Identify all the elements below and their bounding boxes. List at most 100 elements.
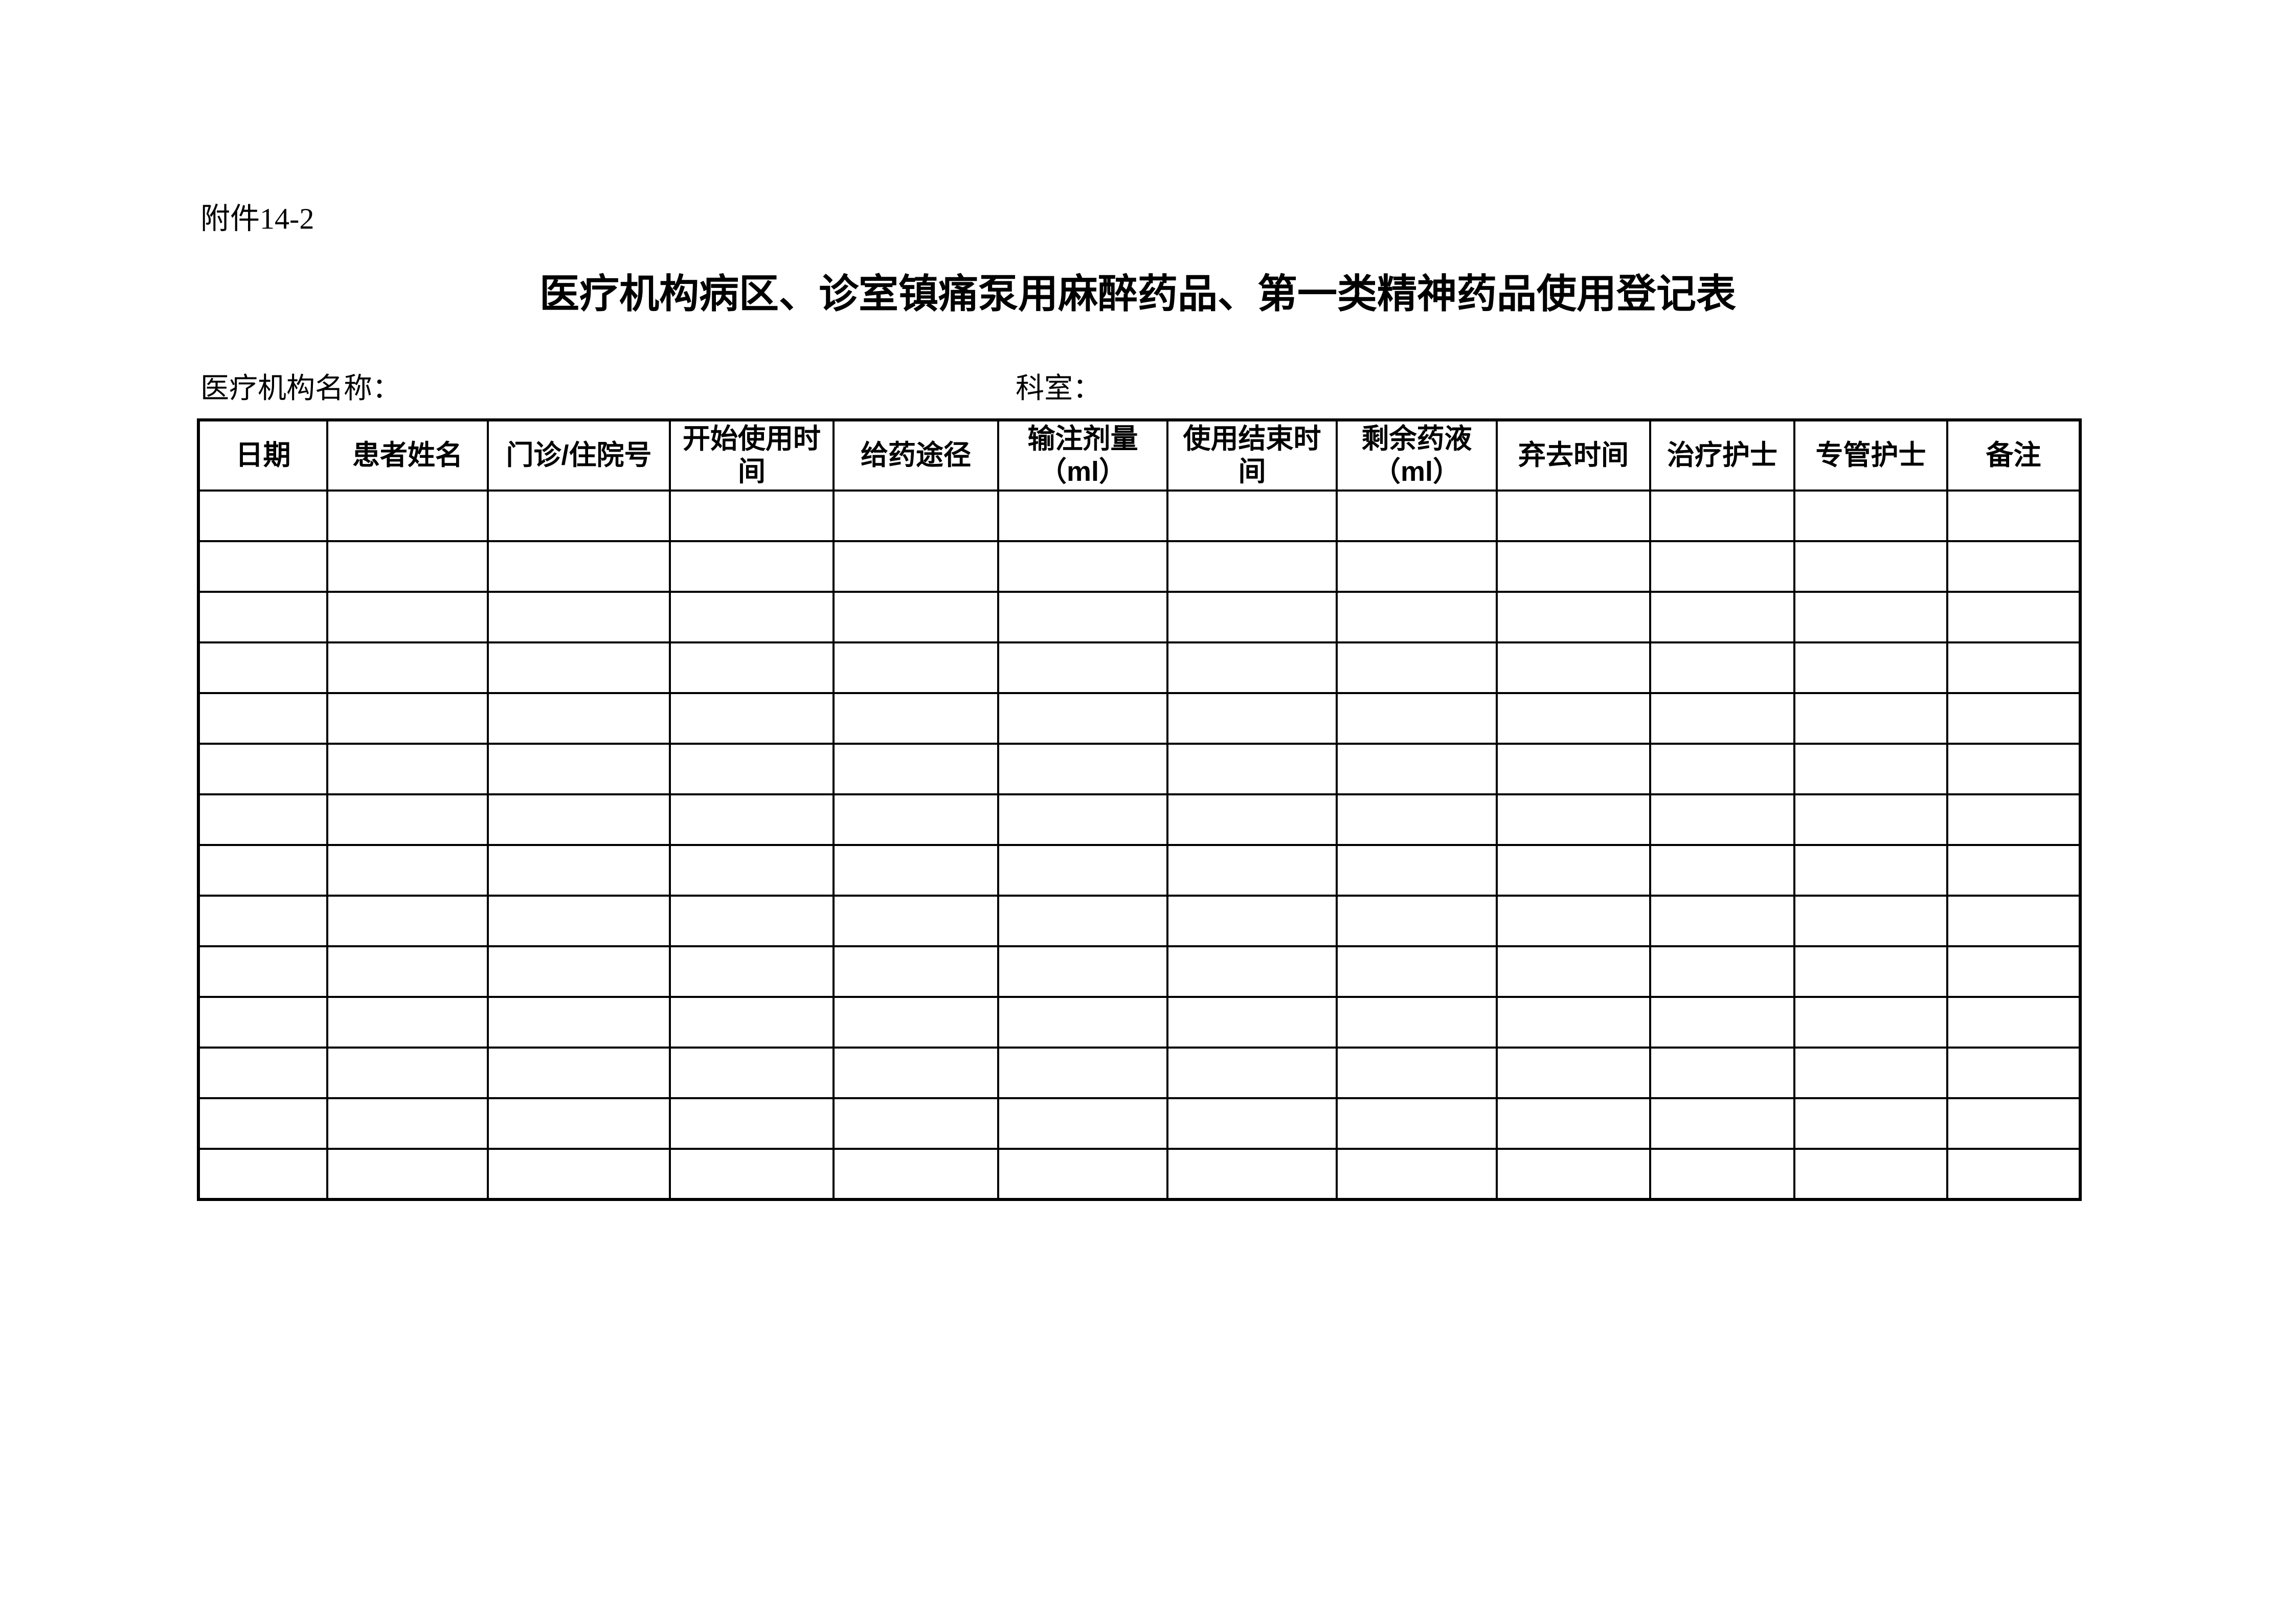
empty-cell xyxy=(1336,540,1498,593)
empty-cell xyxy=(832,692,999,745)
empty-cell xyxy=(669,743,835,795)
meta-row: 医疗机构名称： 科室： xyxy=(197,365,2079,406)
empty-cell xyxy=(997,945,1168,998)
empty-cell xyxy=(487,743,671,795)
empty-cell xyxy=(197,844,328,897)
empty-cell xyxy=(832,1148,999,1200)
empty-cell xyxy=(487,996,671,1049)
empty-cell xyxy=(1793,1148,1948,1200)
empty-cell xyxy=(832,844,999,897)
empty-cell xyxy=(1649,641,1795,694)
empty-cell xyxy=(997,996,1168,1049)
empty-cell xyxy=(1649,945,1795,998)
empty-cell xyxy=(326,945,489,998)
table-row xyxy=(197,641,2081,694)
empty-cell xyxy=(487,1097,671,1150)
empty-cell xyxy=(1793,743,1948,795)
empty-cell xyxy=(832,945,999,998)
empty-cell xyxy=(997,793,1168,846)
empty-cell xyxy=(197,1047,328,1099)
empty-cell xyxy=(1793,844,1948,897)
empty-cell xyxy=(1649,540,1795,593)
empty-cell xyxy=(669,1047,835,1099)
empty-cell xyxy=(487,591,671,643)
empty-cell xyxy=(1946,844,2081,897)
empty-cell xyxy=(669,641,835,694)
empty-cell xyxy=(1166,895,1338,947)
empty-cell xyxy=(1496,490,1651,542)
empty-cell xyxy=(197,490,328,542)
empty-cell xyxy=(326,793,489,846)
empty-cell xyxy=(487,793,671,846)
empty-cell xyxy=(669,844,835,897)
empty-cell xyxy=(1946,996,2081,1049)
column-header-charge-nurse: 专管护士 xyxy=(1793,419,1948,492)
empty-cell xyxy=(1793,641,1948,694)
empty-cell xyxy=(326,1097,489,1150)
table-row xyxy=(197,895,2081,947)
empty-cell xyxy=(1496,540,1651,593)
empty-cell xyxy=(1166,1148,1338,1200)
empty-cell xyxy=(1166,540,1338,593)
empty-cell xyxy=(832,895,999,947)
empty-cell xyxy=(1946,1097,2081,1150)
column-header-date: 日期 xyxy=(197,419,328,492)
empty-cell xyxy=(326,743,489,795)
empty-cell xyxy=(832,591,999,643)
empty-cell xyxy=(1166,793,1338,846)
department-label: 科室： xyxy=(1016,373,1101,405)
table-row xyxy=(197,1047,2081,1099)
empty-cell xyxy=(1336,895,1498,947)
institution-name-label: 医疗机构名称： xyxy=(200,373,401,405)
empty-cell xyxy=(1946,591,2081,643)
empty-cell xyxy=(1649,591,1795,643)
empty-cell xyxy=(832,1047,999,1099)
empty-cell xyxy=(326,692,489,745)
column-header-treatment-nurse: 治疗护士 xyxy=(1649,419,1795,492)
empty-cell xyxy=(1336,692,1498,745)
empty-cell xyxy=(487,844,671,897)
table-row xyxy=(197,1148,2081,1200)
column-header-discard-time: 弃去时间 xyxy=(1496,419,1651,492)
empty-cell xyxy=(326,490,489,542)
table-row xyxy=(197,743,2081,795)
empty-cell xyxy=(487,540,671,593)
empty-cell xyxy=(997,895,1168,947)
empty-cell xyxy=(1946,540,2081,593)
empty-cell xyxy=(1496,1047,1651,1099)
empty-cell xyxy=(1649,692,1795,745)
empty-cell xyxy=(669,1148,835,1200)
empty-cell xyxy=(197,793,328,846)
empty-cell xyxy=(197,743,328,795)
empty-cell xyxy=(832,996,999,1049)
empty-cell xyxy=(1496,1097,1651,1150)
empty-cell xyxy=(1649,793,1795,846)
column-header-remaining-drug-liquid-ml: 剩余药液 （ml） xyxy=(1336,419,1498,492)
table-row xyxy=(197,591,2081,643)
empty-cell xyxy=(1166,692,1338,745)
empty-cell xyxy=(1946,895,2081,947)
empty-cell xyxy=(1793,1097,1948,1150)
empty-cell xyxy=(1496,844,1651,897)
empty-cell xyxy=(1793,793,1948,846)
table-body xyxy=(197,490,2081,1200)
empty-cell xyxy=(1166,641,1338,694)
column-header-patient-name: 患者姓名 xyxy=(326,419,489,492)
empty-cell xyxy=(669,1097,835,1150)
empty-cell xyxy=(1793,895,1948,947)
empty-cell xyxy=(1496,641,1651,694)
table-row xyxy=(197,793,2081,846)
empty-cell xyxy=(669,540,835,593)
empty-cell xyxy=(832,1097,999,1150)
empty-cell xyxy=(326,641,489,694)
empty-cell xyxy=(326,1047,489,1099)
empty-cell xyxy=(197,641,328,694)
empty-cell xyxy=(832,540,999,593)
empty-cell xyxy=(669,895,835,947)
empty-cell xyxy=(1793,945,1948,998)
registration-table: 日期 患者姓名 门诊/住院号 开始使用时 间 给药途径 输注剂量 （ml） 使用… xyxy=(197,418,2082,1201)
column-header-outpatient-inpatient-number: 门诊/住院号 xyxy=(487,419,671,492)
empty-cell xyxy=(669,945,835,998)
empty-cell xyxy=(197,945,328,998)
